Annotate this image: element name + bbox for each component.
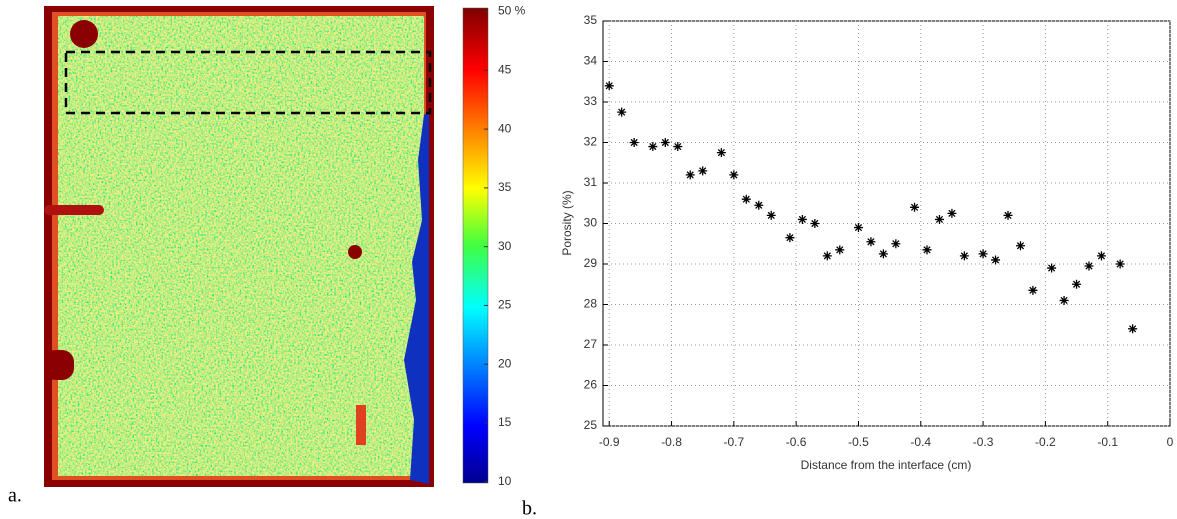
data-point [1059, 295, 1069, 305]
x-tick-label: -0.6 [786, 435, 807, 449]
x-axis-label: Distance from the interface (cm) [801, 458, 972, 472]
panel-label: a. [8, 485, 22, 507]
y-tick-label: 35 [584, 13, 598, 27]
y-tick-label: 34 [584, 54, 598, 68]
colorbar-tick-label: 35 [498, 180, 512, 194]
data-point [1003, 210, 1013, 220]
data-point [810, 219, 820, 228]
data-point [797, 214, 807, 224]
y-tick-label: 29 [584, 256, 598, 270]
data-point [991, 255, 1001, 265]
x-tick-label: -0.2 [1035, 435, 1056, 449]
y-tick-label: 26 [584, 378, 598, 392]
x-tick-label: -0.5 [848, 435, 869, 449]
data-point [629, 138, 639, 147]
x-tick-label: -0.8 [661, 435, 682, 449]
data-point [1115, 259, 1125, 269]
data-point [866, 237, 876, 247]
data-point [648, 142, 658, 152]
porosity-map [44, 6, 489, 487]
x-tick-label: -0.9 [599, 435, 620, 449]
data-point [853, 223, 863, 233]
data-point [934, 214, 944, 224]
y-tick-label: 31 [584, 175, 598, 189]
y-axis-label: Porosity (%) [560, 190, 574, 255]
y-tick-label: 33 [584, 94, 598, 108]
data-point [891, 239, 901, 249]
y-tick-label: 32 [584, 135, 598, 149]
data-point [716, 148, 726, 158]
data-point [1096, 251, 1106, 261]
data-point [660, 138, 670, 147]
colorbar-tick-label: 20 [498, 356, 512, 370]
y-tick-label: 25 [584, 418, 598, 432]
colorbar-tick-label: 15 [498, 415, 512, 429]
colorbar-tick-label: 50 % [498, 4, 526, 18]
y-tick-label: 28 [584, 297, 598, 311]
plot-frame [602, 20, 1171, 427]
data-point [698, 166, 708, 176]
data-point [766, 210, 776, 220]
colorbar [462, 7, 489, 484]
colorbar-tick-label: 40 [498, 121, 512, 135]
data-point [1128, 324, 1138, 334]
data-point [959, 251, 969, 261]
data-point [822, 251, 832, 261]
data-point [673, 142, 683, 152]
x-tick-label: -0.7 [724, 435, 745, 449]
data-point [754, 200, 764, 210]
data-point [1028, 285, 1038, 295]
data-point [1047, 263, 1057, 273]
data-point [947, 208, 957, 218]
data-point [604, 81, 614, 91]
data-point [1084, 261, 1094, 271]
y-tick-label: 30 [584, 216, 598, 230]
colorbar-tick-label: 30 [498, 239, 512, 253]
data-point [617, 107, 627, 117]
colorbar-tick-label: 45 [498, 62, 512, 76]
x-tick-label: -0.1 [1097, 435, 1118, 449]
colorbar-tick-label: 10 [498, 474, 512, 488]
colorbar-tick-label: 25 [498, 298, 512, 312]
panel-label: b. [522, 498, 537, 519]
data-point [910, 202, 920, 212]
data-point [978, 249, 988, 259]
x-tick-label: -0.4 [910, 435, 931, 449]
data-point [741, 194, 751, 204]
data-point [685, 170, 695, 180]
x-tick-label: 0 [1167, 435, 1174, 449]
data-point [729, 170, 739, 180]
data-point [785, 233, 795, 243]
data-point [1015, 241, 1025, 251]
y-tick-label: 27 [584, 337, 598, 351]
data-point [878, 249, 888, 259]
data-point [1072, 279, 1082, 289]
data-point [922, 245, 932, 255]
data-point [835, 245, 845, 255]
x-tick-label: -0.3 [973, 435, 994, 449]
